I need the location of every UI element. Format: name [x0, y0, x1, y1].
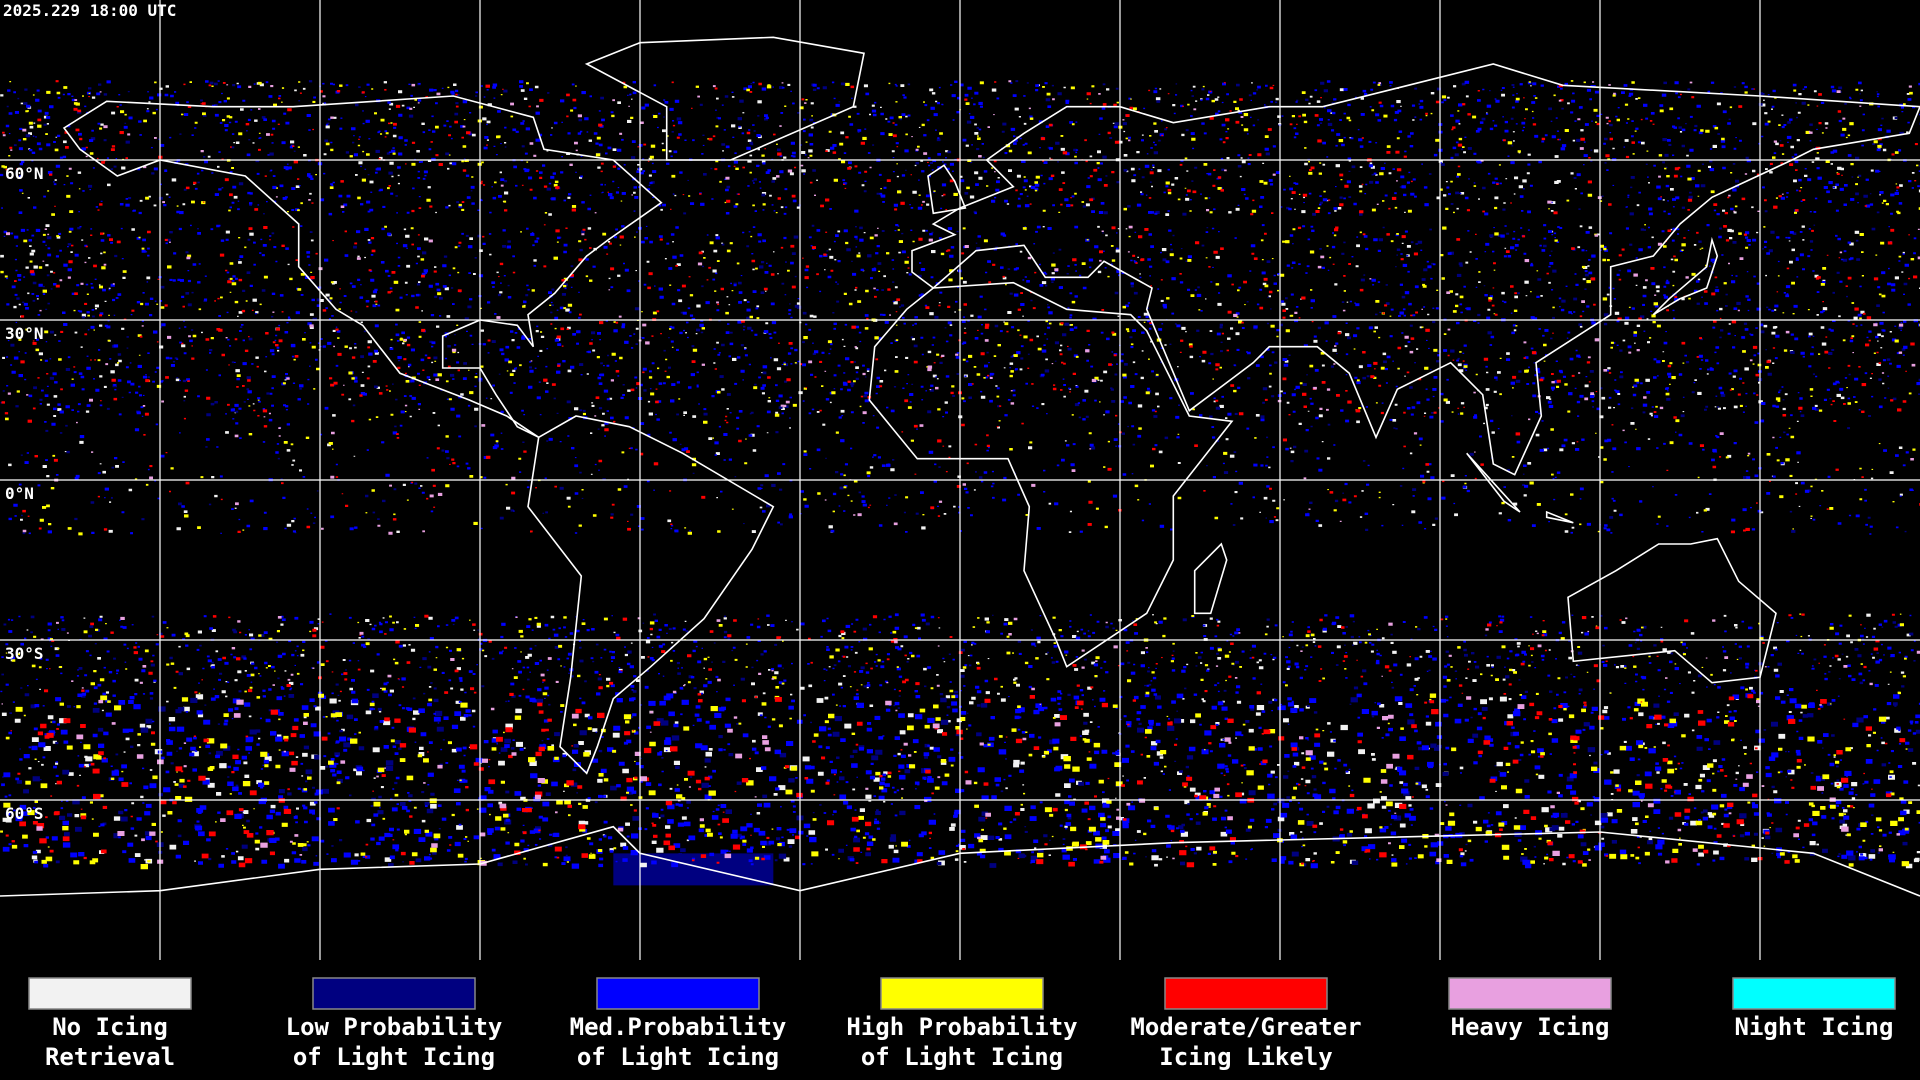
latitude-label: 60°N	[5, 164, 44, 183]
coastline	[1545, 510, 1574, 524]
coastline	[1567, 537, 1777, 684]
legend-swatch	[1448, 977, 1612, 1010]
coastline	[527, 415, 775, 775]
legend-label: Icing Likely	[1159, 1043, 1332, 1071]
latitude-label: 0°N	[5, 484, 34, 503]
latitude-label: 30°S	[5, 644, 44, 663]
legend-label: Moderate/Greater	[1130, 1013, 1361, 1041]
labels: 2025.229 18:00 UTC 60°N 30°N 0°N 30°S 60°S	[3, 1, 176, 823]
coastline	[1652, 236, 1719, 316]
graticule	[0, 0, 1920, 960]
legend-label: of Light Icing	[861, 1043, 1063, 1071]
legend-label: of Light Icing	[293, 1043, 495, 1071]
latitude-label: 60°S	[5, 804, 44, 823]
legend-swatch	[1164, 977, 1328, 1010]
legend-label: High Probability	[846, 1013, 1077, 1041]
coastline	[1193, 542, 1228, 615]
coastline	[62, 95, 663, 439]
legend-label: Night Icing	[1735, 1013, 1894, 1041]
legend-swatch	[312, 977, 476, 1010]
coastline	[1466, 452, 1521, 513]
legend-label: Heavy Icing	[1451, 1013, 1610, 1041]
legend-label: of Light Icing	[577, 1043, 779, 1071]
legend-label: Med.Probability	[570, 1013, 787, 1041]
legend-label: Retrieval	[45, 1043, 175, 1071]
legend-swatch	[1732, 977, 1896, 1010]
coastline	[868, 281, 1234, 668]
legend-swatch	[880, 977, 1044, 1010]
legend-label: No Icing	[52, 1013, 168, 1041]
legend-swatch	[28, 977, 192, 1010]
coastline	[911, 63, 1920, 476]
icing-layer	[0, 80, 1920, 886]
legend-label: Low Probability	[286, 1013, 503, 1041]
legend-swatch	[596, 977, 760, 1010]
latitude-label: 30°N	[5, 324, 44, 343]
timestamp: 2025.229 18:00 UTC	[3, 1, 176, 20]
